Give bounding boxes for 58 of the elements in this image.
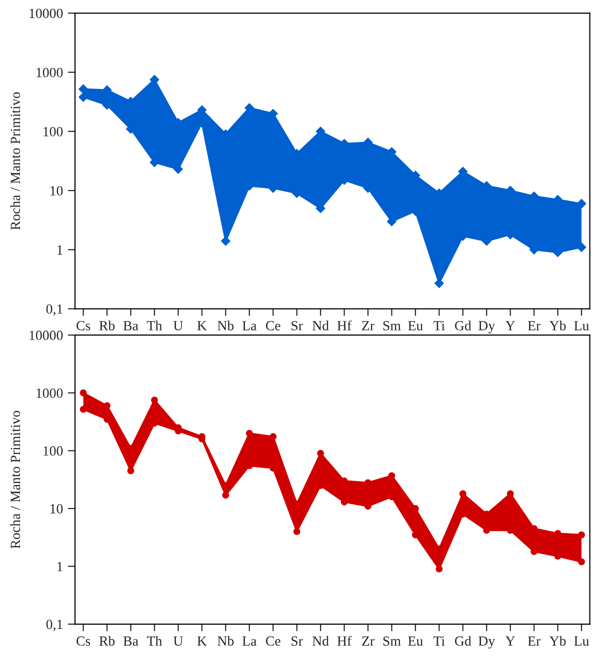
y-tick-label: 10000 — [30, 330, 63, 340]
y-tick-label: 100 — [44, 126, 63, 136]
x-tick-label: Th — [147, 320, 162, 330]
x-tick-label: Yb — [549, 636, 566, 646]
x-tick-label: Ti — [433, 321, 445, 330]
y-tick-label: 10000 — [30, 8, 63, 18]
y-tick-label: 1000 — [36, 388, 63, 398]
y-tick-label: 1000 — [36, 68, 63, 78]
x-tick-label: Sm — [383, 636, 401, 646]
x-tick-label: Zr — [362, 321, 374, 330]
x-tick-label: U — [173, 321, 183, 330]
y-tick-label: 0,1 — [46, 620, 62, 632]
x-tick-label: La — [242, 321, 256, 330]
x-tick-label: Eu — [408, 636, 423, 646]
x-tick-label: Rb — [99, 320, 115, 330]
x-tick-label: Er — [528, 321, 540, 330]
x-tick-label: Gd — [454, 636, 472, 646]
y-tick-label: 1 — [57, 245, 62, 254]
x-tick-label: Lu — [574, 636, 589, 646]
x-tick-label: Nb — [218, 320, 234, 330]
x-tick-label: Nd — [312, 320, 329, 330]
x-tick-label: U — [173, 636, 183, 646]
y-tick-label: 1 — [57, 562, 62, 572]
y-axis-title: Rocha / Manto Primitivo — [10, 410, 20, 548]
x-tick-label: Dy — [478, 636, 496, 649]
x-tick-label: Nb — [218, 636, 234, 646]
x-tick-label: Ce — [266, 321, 280, 330]
x-tick-label: Ti — [433, 636, 445, 646]
x-tick-label: Eu — [408, 321, 423, 330]
x-tick-label: Y — [505, 636, 515, 646]
x-tick-label: Er — [528, 636, 540, 646]
y-tick-label: 10 — [50, 186, 63, 196]
x-tick-label: Rb — [99, 636, 115, 646]
x-tick-label: Gd — [454, 320, 472, 330]
x-tick-label: Ba — [123, 636, 138, 646]
x-tick-label: Cs — [76, 321, 90, 330]
x-tick-label: Sr — [292, 636, 303, 646]
x-tick-label: Ba — [123, 321, 138, 330]
x-tick-label: Hf — [337, 636, 352, 646]
x-tick-label: Y — [505, 321, 515, 330]
x-tick-label: Sr — [292, 321, 303, 330]
y-tick-label: 100 — [44, 446, 63, 456]
x-tick-label: La — [242, 636, 256, 646]
x-tick-label: Nd — [312, 636, 329, 646]
x-tick-label: K — [197, 636, 207, 646]
y-tick-label: 0,1 — [46, 304, 62, 316]
x-tick-label: Ce — [266, 636, 280, 646]
x-tick-label: Dy — [478, 321, 496, 334]
x-tick-label: Lu — [574, 321, 589, 330]
x-tick-label: Sm — [383, 321, 401, 330]
y-axis-title: Rocha / Manto Primitivo — [10, 92, 20, 230]
y-tick-label: 10 — [50, 504, 63, 514]
x-tick-label: Th — [147, 636, 162, 646]
x-tick-label: Hf — [337, 320, 352, 330]
x-tick-label: Yb — [549, 320, 566, 330]
x-tick-label: Cs — [76, 636, 90, 646]
x-tick-label: K — [197, 321, 207, 330]
x-tick-label: Zr — [362, 636, 374, 646]
